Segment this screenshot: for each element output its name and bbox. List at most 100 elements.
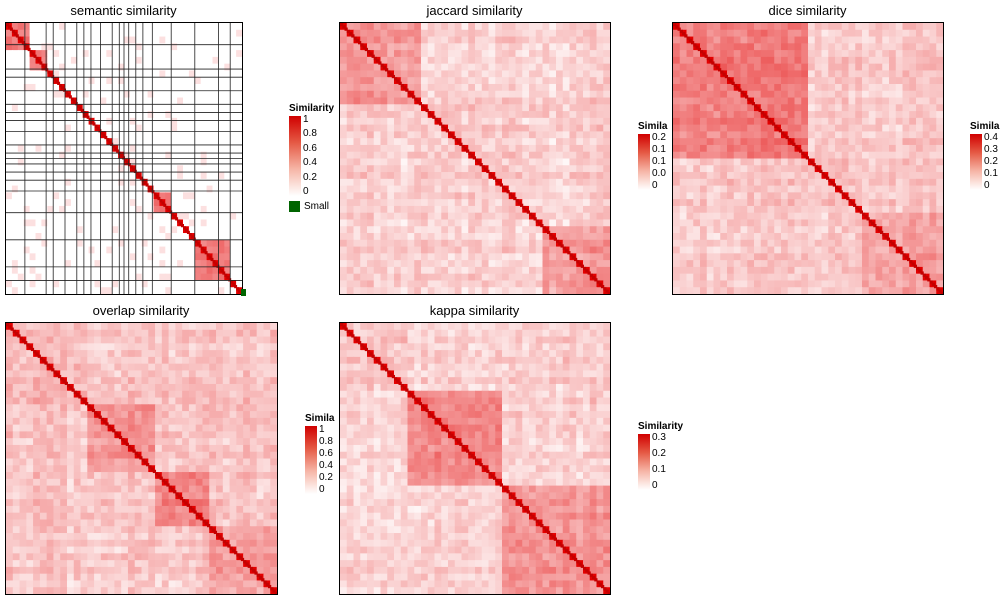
heatmap-cell: [706, 83, 715, 92]
heatmap-cell: [767, 104, 775, 112]
heatmap-cell: [394, 273, 402, 282]
heatmap-cell: [767, 185, 775, 193]
heatmap-cell: [713, 165, 721, 173]
heatmap-cell: [862, 90, 870, 99]
heatmap-cell: [224, 70, 231, 78]
heatmap-cell: [556, 233, 564, 241]
heatmap-cell: [727, 97, 735, 105]
heatmap-cell: [76, 131, 84, 139]
heatmap-cell: [171, 50, 178, 58]
heatmap-cell: [200, 97, 208, 105]
heatmap-cell: [760, 90, 769, 99]
heatmap-cell: [17, 151, 25, 160]
heatmap-cell: [380, 233, 388, 241]
heatmap-cell: [367, 77, 375, 85]
heatmap-cell: [70, 50, 78, 58]
heatmap-cell: [112, 111, 119, 119]
heatmap-cell: [740, 260, 748, 268]
heatmap-cell: [159, 178, 166, 187]
heatmap-cell: [549, 50, 557, 58]
heatmap-cell: [589, 287, 598, 294]
heatmap-cell: [76, 56, 84, 65]
heatmap-cell: [400, 90, 409, 99]
heatmap-cell: [76, 124, 84, 133]
heatmap-cell: [112, 131, 119, 139]
small-cluster-key: Small: [289, 201, 329, 212]
heatmap-cell: [502, 56, 510, 65]
heatmap-cell: [936, 178, 943, 187]
heatmap-cell: [740, 178, 748, 187]
heatmap-cell: [855, 29, 863, 38]
heatmap-cell: [454, 144, 463, 153]
heatmap-cell: [475, 246, 483, 254]
heatmap-cell: [177, 70, 184, 78]
heatmap-cell: [200, 266, 208, 275]
heatmap-cell: [360, 63, 368, 72]
heatmap-cell: [502, 212, 510, 221]
heatmap-cell: [59, 287, 66, 294]
heatmap-cell: [47, 185, 54, 193]
heatmap-diagonal-cell: [59, 83, 63, 88]
heatmap-cell: [781, 117, 789, 126]
heatmap-cell: [65, 178, 72, 187]
heatmap-cell: [841, 144, 850, 153]
dice-title: dice similarity: [768, 3, 847, 18]
heatmap-cell: [895, 178, 904, 187]
heatmap-cell: [194, 199, 202, 207]
heatmap-cell: [922, 36, 931, 44]
heatmap-cell: [774, 50, 782, 58]
heatmap-cell: [200, 77, 208, 85]
heatmap-cell: [720, 124, 728, 133]
heatmap-cell: [556, 138, 564, 146]
heatmap-cell: [106, 43, 113, 51]
heatmap-cell: [59, 158, 66, 166]
heatmap-cell: [475, 192, 483, 200]
heatmap-cell: [82, 287, 90, 294]
heatmap-cell: [720, 260, 728, 268]
heatmap-cell: [848, 165, 856, 173]
heatmap-cell: [713, 212, 721, 221]
heatmap-cell: [529, 151, 537, 160]
heatmap-cell: [929, 144, 937, 153]
heatmap-cell: [481, 138, 490, 146]
heatmap-cell: [441, 239, 449, 248]
heatmap-cell: [206, 23, 214, 31]
heatmap-cell: [124, 287, 131, 294]
heatmap-cell: [929, 117, 937, 126]
heatmap-cell: [353, 50, 361, 58]
heatmap-cell: [576, 192, 584, 200]
heatmap-cell: [821, 266, 829, 275]
heatmap-cell: [882, 178, 890, 187]
heatmap-cell: [70, 56, 78, 65]
heatmap-cell: [147, 138, 155, 146]
heatmap-cell: [576, 172, 584, 180]
heatmap-cell: [835, 138, 843, 146]
heatmap-cell: [340, 56, 348, 65]
heatmap-cell: [502, 260, 510, 268]
heatmap-cell: [427, 273, 436, 282]
heatmap-cell: [821, 111, 829, 119]
heatmap-cell: [679, 185, 688, 193]
heatmap-cell: [542, 50, 550, 58]
heatmap-cell: [206, 158, 214, 166]
heatmap-cell: [112, 50, 119, 58]
heatmap-cell: [88, 273, 96, 282]
heatmap-cell: [821, 233, 829, 241]
heatmap-cell: [147, 178, 155, 187]
heatmap-cell: [367, 246, 375, 254]
heatmap-cell: [387, 29, 395, 38]
heatmap-cell: [65, 131, 72, 139]
heatmap-cell: [686, 23, 694, 31]
heatmap-cell: [76, 63, 84, 72]
heatmap-cell: [556, 144, 564, 153]
heatmap-cell: [814, 29, 823, 38]
heatmap-cell: [407, 260, 415, 268]
heatmap-cell: [794, 239, 802, 248]
heatmap-cell: [916, 63, 924, 72]
heatmap-diagonal-cell: [385, 68, 389, 72]
heatmap-cell: [165, 199, 172, 207]
heatmap-cell: [808, 253, 816, 261]
heatmap-cell: [236, 29, 242, 38]
heatmap-cell: [200, 158, 208, 166]
heatmap-cell: [902, 212, 910, 221]
